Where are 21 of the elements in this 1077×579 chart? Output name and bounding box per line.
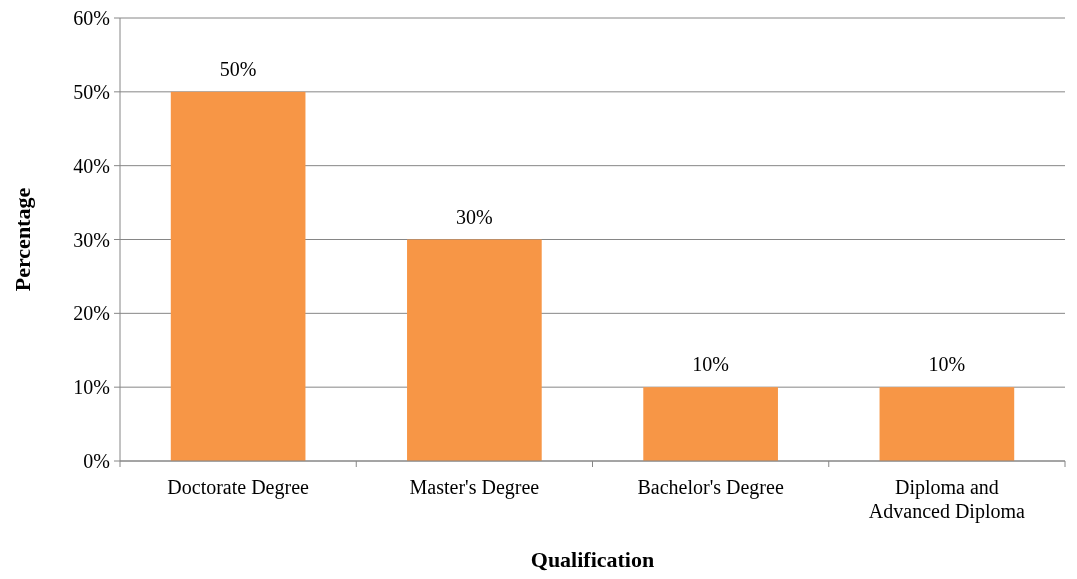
x-tick-label: Bachelor's Degree	[637, 476, 784, 499]
y-tick-label: 50%	[73, 80, 110, 103]
bar	[170, 91, 306, 461]
x-tick-label: Master's Degree	[409, 476, 540, 499]
y-tick-label: 20%	[73, 302, 110, 325]
bar	[407, 239, 542, 461]
y-tick-label: 40%	[73, 154, 110, 177]
bar	[879, 387, 1015, 461]
y-tick-label: 60%	[73, 7, 110, 29]
data-label: 10%	[692, 353, 729, 376]
y-axis-title: Percentage	[10, 187, 35, 292]
data-label: 30%	[456, 205, 493, 228]
bar	[643, 387, 778, 461]
y-tick-label: 10%	[73, 376, 110, 399]
data-label: 10%	[928, 353, 966, 376]
y-tick-label: 0%	[83, 450, 110, 472]
x-tick-label: Doctorate Degree	[167, 476, 310, 499]
y-tick-label: 30%	[73, 228, 110, 251]
data-label: 50%	[219, 57, 257, 80]
x-tick-label: Diploma and Advanced Diploma	[868, 476, 1026, 523]
x-axis-title: Qualification	[530, 547, 655, 572]
